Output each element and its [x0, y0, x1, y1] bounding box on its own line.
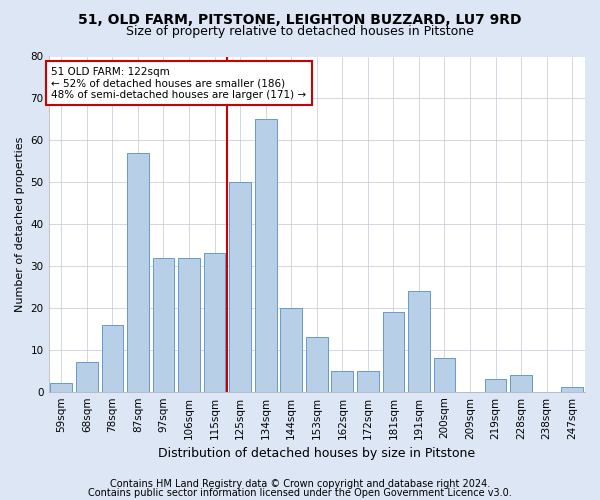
Text: 51 OLD FARM: 122sqm
← 52% of detached houses are smaller (186)
48% of semi-detac: 51 OLD FARM: 122sqm ← 52% of detached ho…: [51, 66, 307, 100]
Text: Contains HM Land Registry data © Crown copyright and database right 2024.: Contains HM Land Registry data © Crown c…: [110, 479, 490, 489]
Bar: [562, 388, 583, 392]
Text: Size of property relative to detached houses in Pitstone: Size of property relative to detached ho…: [126, 25, 474, 38]
Bar: [485, 379, 506, 392]
Bar: [255, 120, 277, 392]
Bar: [50, 384, 72, 392]
Bar: [510, 375, 532, 392]
Bar: [127, 153, 149, 392]
Bar: [306, 337, 328, 392]
Bar: [383, 312, 404, 392]
Bar: [331, 370, 353, 392]
Bar: [434, 358, 455, 392]
Bar: [152, 258, 175, 392]
Bar: [178, 258, 200, 392]
Bar: [280, 308, 302, 392]
Text: 51, OLD FARM, PITSTONE, LEIGHTON BUZZARD, LU7 9RD: 51, OLD FARM, PITSTONE, LEIGHTON BUZZARD…: [78, 12, 522, 26]
Bar: [101, 324, 123, 392]
Bar: [204, 254, 226, 392]
Bar: [357, 370, 379, 392]
Bar: [76, 362, 98, 392]
Bar: [408, 291, 430, 392]
Text: Contains public sector information licensed under the Open Government Licence v3: Contains public sector information licen…: [88, 488, 512, 498]
Y-axis label: Number of detached properties: Number of detached properties: [15, 136, 25, 312]
X-axis label: Distribution of detached houses by size in Pitstone: Distribution of detached houses by size …: [158, 447, 475, 460]
Bar: [229, 182, 251, 392]
